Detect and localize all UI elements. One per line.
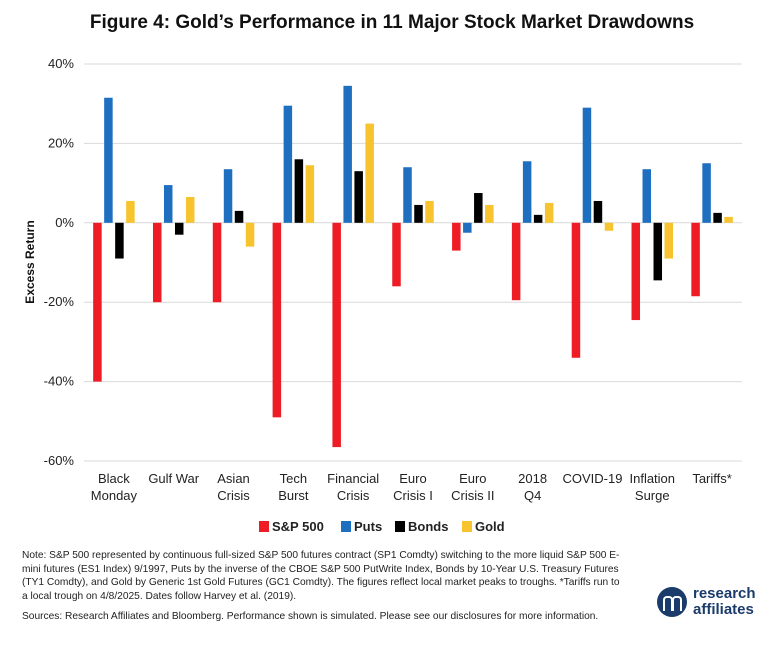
legend-swatch (462, 521, 472, 532)
bar-s-p-500 (511, 222, 521, 301)
bar-bonds (174, 222, 184, 235)
bar-gold (126, 200, 135, 223)
legend-label: Gold (475, 519, 505, 534)
bar-puts (104, 97, 113, 223)
legend-item: S&P 500 (259, 519, 324, 534)
legend-label: S&P 500 (272, 519, 324, 534)
bar-s-p-500 (452, 222, 461, 251)
bar-puts (522, 161, 532, 223)
legend-label: Puts (354, 519, 382, 534)
bar-s-p-500 (152, 222, 162, 303)
legend-item: Gold (462, 519, 505, 534)
legend-swatch (341, 521, 351, 532)
y-tick-label: 20% (48, 135, 74, 150)
bar-bonds (474, 193, 483, 223)
bar-puts (582, 107, 592, 223)
x-tick-label: Crisis II (451, 488, 494, 503)
y-axis-label: Excess Return (23, 220, 37, 303)
y-tick-label: -40% (44, 374, 75, 389)
logo-mark-icon (657, 587, 687, 617)
bar-bonds (294, 159, 304, 223)
x-tick-label: Gulf War (148, 471, 199, 486)
x-tick-label: Surge (635, 488, 670, 503)
bar-s-p-500 (691, 222, 700, 297)
bar-bonds (354, 171, 363, 223)
x-tick-label: Euro (459, 471, 486, 486)
bar-s-p-500 (272, 222, 282, 418)
bar-bonds (414, 204, 423, 223)
y-tick-label: -60% (44, 453, 75, 468)
x-tick-label: Black (98, 471, 130, 486)
legend: S&P 500 Puts Bonds Gold (259, 519, 505, 534)
legend-label: Bonds (408, 519, 448, 534)
bar-s-p-500 (332, 222, 341, 448)
gridlines (84, 63, 742, 462)
footnote: Note: S&P 500 represented by continuous … (22, 550, 620, 602)
x-tick-label: Monday (91, 488, 138, 503)
x-tick-label: Financial (327, 471, 379, 486)
bars (93, 85, 733, 448)
x-tick-label: Tech (280, 471, 307, 486)
bar-puts (223, 169, 233, 223)
bar-puts (463, 222, 472, 233)
bar-s-p-500 (631, 222, 641, 321)
x-tick-label: Euro (399, 471, 426, 486)
x-tick-label: Crisis (337, 488, 370, 503)
x-axis-ticks: Black Monday Gulf War Asian Crisis Tech Burst F… (91, 471, 732, 503)
x-tick-label: Burst (278, 488, 309, 503)
legend-swatch (259, 521, 269, 532)
bar-gold (664, 222, 674, 259)
bar-chart: 40% 20% 0% -20% -40% -60% Excess Return Black… (23, 56, 742, 534)
x-tick-label: Crisis I (393, 488, 433, 503)
legend-item: Puts (341, 519, 382, 534)
bar-s-p-500 (212, 222, 222, 303)
legend-item: Bonds (395, 519, 448, 534)
legend-swatch (395, 521, 405, 532)
bar-puts (642, 169, 652, 223)
x-tick-label: Inflation (629, 471, 675, 486)
logo-text-line2: affiliates (693, 601, 754, 618)
bar-bonds (234, 210, 244, 223)
y-tick-label: 40% (48, 56, 74, 71)
bar-s-p-500 (93, 222, 102, 382)
logo-text-line1: research (693, 585, 756, 602)
y-tick-label: 0% (55, 215, 74, 230)
bar-s-p-500 (571, 222, 581, 358)
y-tick-label: -20% (44, 294, 75, 309)
bar-gold (245, 222, 255, 247)
bar-bonds (115, 222, 124, 259)
bar-bonds (533, 214, 543, 223)
bar-puts (403, 167, 412, 223)
bar-s-p-500 (392, 222, 401, 287)
sources-line: Sources: Research Affiliates and Bloombe… (22, 611, 599, 622)
bar-gold (544, 202, 554, 223)
bar-bonds (653, 222, 663, 281)
bar-puts (702, 163, 711, 223)
x-tick-label: 2018 (518, 471, 547, 486)
x-tick-label: Q4 (524, 488, 541, 503)
bar-gold (485, 204, 494, 223)
bar-bonds (713, 212, 722, 223)
bar-gold (724, 216, 733, 223)
x-tick-label: COVID-19 (562, 471, 622, 486)
bar-bonds (593, 200, 603, 223)
chart-title: Figure 4: Gold’s Performance in 11 Major… (89, 12, 695, 33)
bar-gold (305, 165, 315, 223)
bar-gold (365, 123, 374, 223)
bar-gold (185, 196, 195, 223)
x-tick-label: Asian (217, 471, 250, 486)
y-axis-ticks: 40% 20% 0% -20% -40% -60% (44, 56, 75, 468)
x-tick-label: Tariffs* (692, 471, 732, 486)
bar-puts (163, 185, 173, 223)
research-affiliates-logo[interactable]: research affiliates (657, 584, 777, 624)
bar-puts (343, 85, 352, 223)
x-tick-label: Crisis (217, 488, 250, 503)
bar-gold (604, 222, 614, 231)
bar-puts (283, 105, 293, 223)
bar-gold (425, 200, 434, 223)
